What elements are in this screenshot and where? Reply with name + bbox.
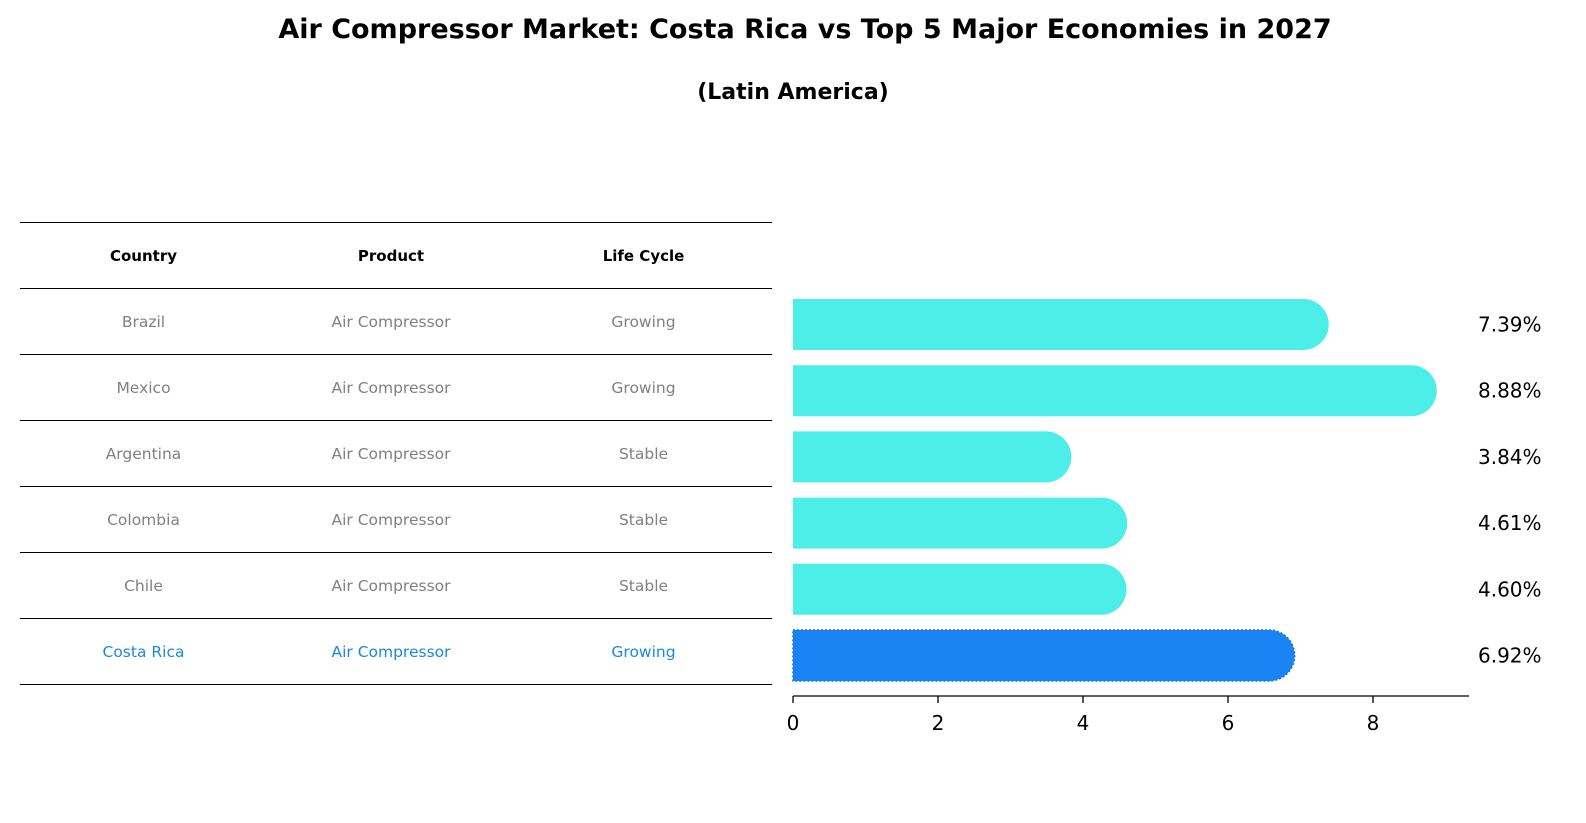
cell-country: Mexico xyxy=(20,354,267,421)
value-label: 3.84% xyxy=(1478,445,1542,469)
cell-country: Colombia xyxy=(20,486,267,553)
x-tick-label: 0 xyxy=(787,711,800,735)
table-row: Brazil Air Compressor Growing xyxy=(20,288,772,355)
bar xyxy=(793,563,1127,615)
cell-life-cycle: Stable xyxy=(515,552,772,619)
bar xyxy=(793,365,1437,417)
value-label: 6.92% xyxy=(1478,644,1542,668)
x-tick-label: 8 xyxy=(1367,711,1380,735)
bar xyxy=(793,299,1329,350)
cell-life-cycle: Stable xyxy=(515,420,772,487)
value-label: 8.88% xyxy=(1478,379,1542,403)
cell-country: Brazil xyxy=(20,288,267,355)
value-label: 4.60% xyxy=(1478,577,1542,601)
bar xyxy=(793,497,1128,549)
table-row: Mexico Air Compressor Growing xyxy=(20,354,772,421)
country-table: Country Product Life Cycle Brazil Air Co… xyxy=(20,222,772,685)
x-tick-label: 4 xyxy=(1077,711,1090,735)
table-row: Colombia Air Compressor Stable xyxy=(20,486,772,553)
x-axis: 0 2 4 6 8 xyxy=(787,695,1469,735)
table-row: Chile Air Compressor Stable xyxy=(20,552,772,619)
header-product: Product xyxy=(267,222,515,289)
table-header-row: Country Product Life Cycle xyxy=(20,222,772,289)
cell-life-cycle: Stable xyxy=(515,486,772,553)
header-country: Country xyxy=(20,222,267,289)
x-tick-label: 2 xyxy=(932,711,945,735)
value-labels-group: 7.39% 8.88% 3.84% 4.61% 4.60% 6.92% xyxy=(1478,313,1542,668)
cell-product: Air Compressor xyxy=(267,618,515,685)
cell-life-cycle: Growing xyxy=(515,288,772,355)
bars-group xyxy=(792,299,1437,682)
bar-highlighted xyxy=(792,629,1296,682)
table-row-highlighted: Costa Rica Air Compressor Growing xyxy=(20,618,772,685)
value-label: 4.61% xyxy=(1478,511,1542,535)
cell-life-cycle: Growing xyxy=(515,618,772,685)
chart-subtitle: (Latin America) xyxy=(697,80,889,105)
cell-product: Air Compressor xyxy=(267,552,515,619)
chart-title: Air Compressor Market: Costa Rica vs Top… xyxy=(278,14,1332,45)
cell-life-cycle: Growing xyxy=(515,354,772,421)
cell-country: Chile xyxy=(20,552,267,619)
cell-country: Costa Rica xyxy=(20,618,267,685)
cell-product: Air Compressor xyxy=(267,486,515,553)
cell-product: Air Compressor xyxy=(267,420,515,487)
table-row: Argentina Air Compressor Stable xyxy=(20,420,772,487)
x-tick-label: 6 xyxy=(1222,711,1235,735)
cell-product: Air Compressor xyxy=(267,354,515,421)
cell-product: Air Compressor xyxy=(267,288,515,355)
header-life-cycle: Life Cycle xyxy=(515,222,772,289)
cell-country: Argentina xyxy=(20,420,267,487)
value-label: 7.39% xyxy=(1478,313,1542,337)
bar xyxy=(793,431,1072,483)
